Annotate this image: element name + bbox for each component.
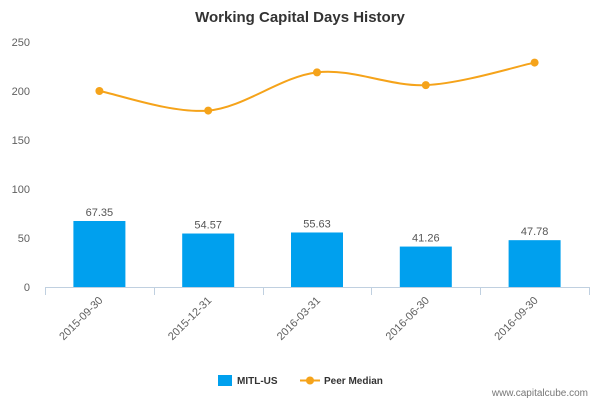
x-tick-label: 2016-03-31: [275, 295, 323, 343]
bar-value-label: 67.35: [86, 207, 114, 219]
x-tick-label: 2016-06-30: [384, 295, 432, 343]
bar-value-label: 55.63: [303, 218, 331, 230]
y-tick-label: 100: [12, 184, 30, 196]
legend: MITL-US Peer Median: [218, 375, 383, 387]
bar-value-label: 54.57: [194, 220, 222, 232]
peer-median-point: [204, 106, 213, 115]
x-axis: 2015-09-30 2015-12-31 2016-03-31 2016-06-30…: [45, 287, 590, 343]
y-tick-label: 0: [24, 282, 30, 294]
peer-median-point: [313, 68, 321, 77]
peer-median-point: [95, 87, 104, 95]
bar: [182, 233, 235, 287]
bar: [508, 240, 561, 287]
peer-median-point: [421, 81, 430, 90]
legend-swatch-mitl: [218, 375, 232, 386]
bar-value-label: 41.26: [412, 233, 440, 245]
x-tick-label: 2016-09-30: [492, 295, 540, 343]
y-tick-label: 150: [12, 135, 30, 147]
legend-swatch-peer-marker: [306, 376, 314, 385]
y-tick-label: 50: [18, 233, 30, 245]
y-axis: 0 50 100 150 200 250: [12, 37, 30, 294]
legend-label-mitl: MITL-US: [237, 376, 278, 387]
x-tick-label: 2015-12-31: [166, 295, 214, 343]
bar-value-label: 47.78: [521, 226, 549, 238]
bar-value-labels: 67.35 54.57 55.63 41.26 47.78: [86, 207, 549, 245]
peer-median-point: [530, 58, 539, 67]
watermark: www.capitalcube.com: [491, 388, 588, 399]
bar-series: [73, 220, 561, 287]
bar: [291, 232, 343, 287]
y-tick-label: 200: [12, 86, 30, 98]
bar: [399, 246, 452, 287]
bar: [73, 220, 126, 287]
chart-title: Working Capital Days History: [195, 9, 405, 26]
y-tick-label: 250: [12, 37, 30, 49]
peer-median-series: [95, 58, 539, 115]
legend-label-peer: Peer Median: [324, 376, 383, 387]
x-tick-label: 2015-09-30: [57, 295, 105, 343]
